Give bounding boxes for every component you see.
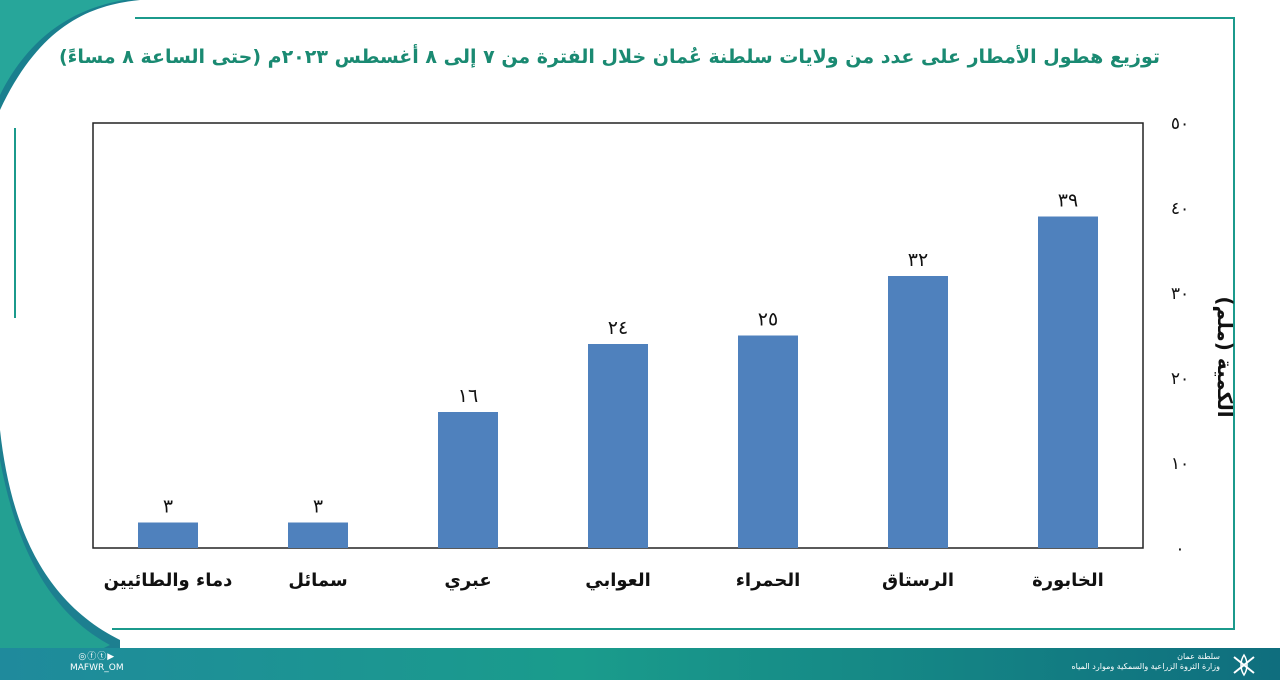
y-tick-label: ٣٠ xyxy=(1171,284,1189,304)
corner-decoration xyxy=(0,0,140,110)
x-tick-label: سمائل xyxy=(288,570,347,591)
x-tick-label: العوابي xyxy=(585,570,651,591)
data-label: ٢٥ xyxy=(758,309,778,331)
x-tick-label: دماء والطائيين xyxy=(104,570,233,591)
ministry-line2: وزارة الثروة الزراعية والسمكية وموارد ال… xyxy=(1071,662,1220,671)
bar xyxy=(738,335,798,548)
bar xyxy=(138,522,198,548)
footer-bar xyxy=(0,648,1280,680)
data-label: ١٦ xyxy=(458,385,478,407)
corner-decoration-bottom xyxy=(0,430,120,699)
y-tick-label: ١٠ xyxy=(1171,454,1189,474)
y-tick-label: ٤٠ xyxy=(1171,199,1189,219)
social-handle[interactable]: ◎ⓕⓣ▶ MAFWR_OM xyxy=(70,652,124,674)
y-tick-label: ٠ xyxy=(1175,539,1184,559)
frame-right-line xyxy=(1233,17,1235,630)
data-label: ٢٤ xyxy=(608,317,628,339)
chart-title: توزيع هطول الأمطار على عدد من ولايات سلط… xyxy=(58,46,1160,68)
bar xyxy=(288,522,348,548)
frame-top-line xyxy=(135,17,1235,19)
x-tick-label: الخابورة xyxy=(1032,570,1104,591)
bar xyxy=(888,276,948,548)
bar xyxy=(588,344,648,548)
y-tick-label: ٥٠ xyxy=(1171,114,1189,134)
x-tick-label: الحمراء xyxy=(736,570,801,591)
data-label: ٣ xyxy=(313,496,323,518)
oman-emblem-icon xyxy=(1233,653,1255,677)
x-tick-label: عبري xyxy=(444,570,491,591)
social-icons: ◎ⓕⓣ▶ xyxy=(78,652,116,662)
data-label: ٣٢ xyxy=(908,249,928,271)
y-tick-label: ٢٠ xyxy=(1171,369,1189,389)
frame-left-line xyxy=(14,128,16,318)
bar xyxy=(438,412,498,548)
bar xyxy=(1038,216,1098,548)
frame-bottom-line xyxy=(112,628,1235,630)
ministry-line1: سلطنة عمان xyxy=(1177,652,1220,661)
y-axis-label: الكمية (ملم) xyxy=(1213,296,1237,417)
x-tick-label: الرستاق xyxy=(882,570,954,591)
data-label: ٣ xyxy=(163,496,173,518)
data-label: ٣٩ xyxy=(1058,190,1078,212)
ministry-name: سلطنة عمان وزارة الثروة الزراعية والسمكي… xyxy=(1071,652,1220,672)
footer-strip xyxy=(0,680,1280,699)
handle-text: MAFWR_OM xyxy=(70,663,124,673)
bar-chart: ٣ ٣ ١٦ ٢٤ ٢٥ ٣٢ ٣٩ دماء والطائيين سمائل عبري العو… xyxy=(92,114,1237,591)
